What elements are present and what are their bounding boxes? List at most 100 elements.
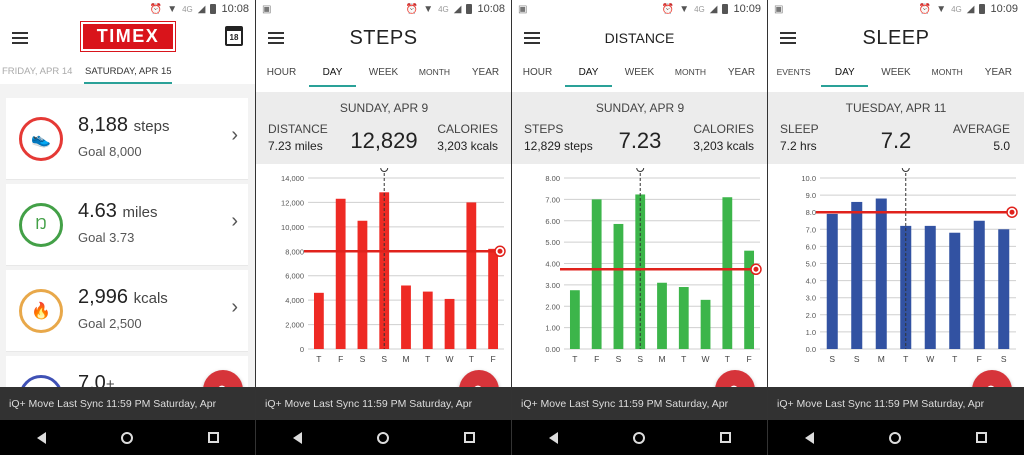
- tab-year[interactable]: YEAR: [471, 66, 500, 78]
- date-tab-indicator: [84, 82, 172, 84]
- tab-month[interactable]: MONTH: [674, 67, 707, 77]
- network-label: 4G: [438, 4, 449, 14]
- home-icon[interactable]: [632, 431, 645, 444]
- x-tick-label: S: [381, 354, 387, 364]
- tab-week[interactable]: WEEK: [881, 66, 911, 78]
- status-bar: ⏰ ▼ 4G ◢ 10:08: [0, 0, 255, 18]
- y-tick-label: 3.0: [806, 294, 816, 303]
- calories-unit: kcals: [133, 290, 168, 307]
- left-metric-label: STEPS: [524, 122, 564, 136]
- x-tick-label: S: [1001, 354, 1007, 364]
- back-icon[interactable]: [37, 431, 47, 444]
- y-tick-label: 5.0: [806, 260, 816, 269]
- chevron-right-icon[interactable]: ›: [231, 296, 238, 318]
- x-tick-label: F: [594, 354, 599, 364]
- shoe-icon: 👟: [19, 117, 63, 161]
- bar-chart[interactable]: 0.00 1.00 2.00 3.00 4.00 5.00 6.00 7.00 8.00 T F S S…: [512, 168, 768, 368]
- y-tick-label: 6.00: [545, 217, 560, 226]
- back-icon[interactable]: [549, 431, 559, 444]
- bar: [875, 198, 887, 349]
- menu-icon[interactable]: [524, 32, 540, 44]
- bar-chart[interactable]: 0.0 1.0 2.0 3.0 4.0 5.0 6.0 7.0 8.0 9.0 10.0 S S M T W T…: [768, 168, 1024, 368]
- goal-marker-dot: [497, 248, 503, 254]
- tab-year[interactable]: YEAR: [984, 66, 1013, 78]
- bar: [949, 232, 961, 349]
- bar: [657, 282, 667, 349]
- status-bar: ▣ ⏰ ▼ 4G ◢ 10:08: [256, 0, 511, 18]
- home-icon[interactable]: [888, 431, 901, 444]
- tab-hour[interactable]: HOUR: [266, 66, 297, 78]
- tab-day[interactable]: DAY: [819, 61, 870, 87]
- bar: [613, 223, 624, 349]
- y-tick-label: 4.0: [806, 277, 816, 286]
- y-tick-label: 2.0: [806, 311, 816, 320]
- tab-month[interactable]: MONTH: [931, 67, 963, 77]
- wifi-icon: ▼: [679, 3, 690, 15]
- calories-value: 2,996 kcals: [78, 286, 168, 308]
- signal-icon: ◢: [197, 3, 206, 15]
- date-tab-prev[interactable]: FRIDAY, APR 14: [2, 66, 73, 77]
- page-title: SLEEP: [862, 26, 930, 49]
- tab-week[interactable]: WEEK: [624, 66, 655, 78]
- y-tick-label: 10.0: [801, 174, 816, 183]
- tab-day[interactable]: DAY: [563, 61, 614, 87]
- distance-screen: ▣ ⏰ ▼ 4G ◢ 10:09 DISTANCE HOUR DAY WEEK MON…: [512, 0, 768, 455]
- bar: [973, 220, 985, 349]
- back-icon[interactable]: [805, 431, 815, 444]
- summary-header: SUNDAY, APR 9 STEPS 12,829 steps 7.23 CA…: [512, 92, 767, 164]
- menu-icon[interactable]: [12, 32, 28, 44]
- y-tick-label: 12,000: [281, 198, 304, 207]
- tab-month[interactable]: MONTH: [418, 67, 451, 77]
- home-icon[interactable]: [120, 431, 133, 444]
- nav-bar: [256, 420, 511, 455]
- bar: [678, 287, 689, 349]
- recents-icon[interactable]: [975, 432, 987, 443]
- recents-icon[interactable]: [207, 432, 219, 443]
- menu-icon[interactable]: [780, 32, 796, 44]
- x-tick-label: M: [402, 354, 409, 364]
- distance-card[interactable]: Ŋ 4.63 miles Goal 3.73 ›: [6, 184, 248, 266]
- x-tick-label: F: [491, 354, 496, 364]
- chevron-right-icon[interactable]: ›: [231, 124, 238, 146]
- tab-day[interactable]: DAY: [307, 61, 358, 87]
- x-tick-label: T: [572, 354, 577, 364]
- range-tabs: EVENTS DAY WEEK MONTH YEAR: [768, 58, 1024, 87]
- bar: [569, 290, 580, 349]
- signal-icon: ◢: [966, 3, 975, 15]
- bar: [313, 292, 324, 349]
- timex-logo: TIMEX: [80, 21, 176, 52]
- flame-icon: 🔥: [19, 289, 63, 333]
- wifi-icon: ▼: [423, 3, 434, 15]
- sync-status-bar: iQ+ Move Last Sync 11:59 PM Saturday, Ap…: [768, 387, 1024, 420]
- x-tick-label: S: [360, 354, 366, 364]
- back-icon[interactable]: [293, 431, 303, 444]
- steps-value: 8,188 steps: [78, 114, 170, 136]
- y-tick-label: 5.00: [545, 238, 560, 247]
- home-icon[interactable]: [376, 431, 389, 444]
- tab-events[interactable]: EVENTS: [776, 67, 811, 77]
- date-tab-current[interactable]: SATURDAY, APR 15: [85, 66, 172, 77]
- calories-card[interactable]: 🔥 2,996 kcals Goal 2,500 ›: [6, 270, 248, 352]
- chevron-right-icon[interactable]: ›: [231, 210, 238, 232]
- alarm-icon: ⏰: [149, 3, 163, 15]
- y-tick-label: 1.00: [545, 324, 560, 333]
- steps-unit: steps: [133, 118, 170, 135]
- range-tabs: HOUR DAY WEEK MONTH YEAR: [256, 58, 511, 87]
- tab-hour[interactable]: HOUR: [522, 66, 553, 78]
- x-tick-label: S: [854, 354, 860, 364]
- bar-chart[interactable]: 0 2,000 4,000 6,000 8,000 10,000 12,000 14,000 T…: [256, 168, 512, 368]
- steps-card[interactable]: 👟 8,188 steps Goal 8,000 ›: [6, 98, 248, 180]
- tab-week[interactable]: WEEK: [368, 66, 399, 78]
- nav-bar: [768, 420, 1024, 455]
- page-title: STEPS: [349, 26, 418, 49]
- recents-icon[interactable]: [719, 432, 731, 443]
- selected-date: SUNDAY, APR 9: [595, 101, 685, 115]
- menu-icon[interactable]: [268, 32, 284, 44]
- network-label: 4G: [951, 4, 962, 14]
- tab-year[interactable]: YEAR: [727, 66, 756, 78]
- x-tick-label: M: [878, 354, 885, 364]
- recents-icon[interactable]: [463, 432, 475, 443]
- x-tick-label: T: [681, 354, 686, 364]
- calendar-icon[interactable]: 18: [225, 26, 243, 46]
